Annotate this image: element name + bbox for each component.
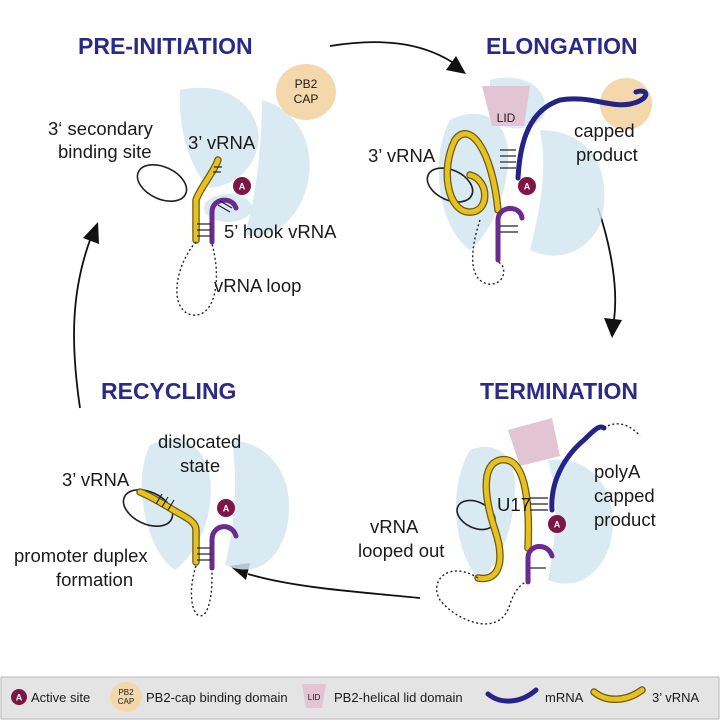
mrna-strand [549, 424, 607, 513]
active-site-marker [233, 177, 251, 195]
arrow-recycling-to-pre [73, 239, 91, 409]
mrna-polya-tail [603, 423, 641, 437]
mrna-strand [515, 88, 649, 181]
vrna-loop [472, 219, 505, 285]
legend-active-site-icon [11, 689, 27, 705]
legend: A Active site PB2 CAP PB2-cap binding do… [0, 676, 720, 720]
vrna-loop [435, 570, 527, 625]
stage-title-termination: TERMINATION [480, 378, 638, 404]
vrna5-hook [209, 524, 239, 571]
legend-mrna-icon [485, 687, 539, 704]
base-pair [167, 499, 175, 511]
label-dislocated-line1: dislocated [158, 431, 241, 452]
vrna3-strand [193, 157, 221, 243]
base-pairs [197, 166, 233, 237]
legend-active-site-letter: A [16, 693, 23, 703]
legend-lid-domain-label: PB2-helical lid domain [334, 690, 463, 705]
label-polya-line1: polyA [594, 461, 641, 482]
base-pair [161, 496, 169, 508]
vrna-loop [176, 241, 218, 316]
label-duplex-line2: formation [56, 569, 133, 590]
legend-lid-icon [302, 684, 326, 708]
vrna3-strand [475, 457, 531, 581]
active-site-letter: A [239, 182, 246, 192]
polymerase-lobe-left [438, 113, 509, 250]
label-vrna-loop: vRNA loop [214, 275, 301, 296]
label-cap: CAP [294, 92, 319, 106]
vrna5-hook [495, 206, 525, 263]
vrna3-strand [444, 131, 501, 215]
base-pairs [500, 149, 518, 233]
label-polya-line3: product [594, 509, 656, 530]
label-looped-line1: vRNA [370, 516, 419, 537]
termination-panel: A U17 polyA capped product vRNA looped o… [358, 418, 656, 625]
active-site-letter: A [223, 504, 230, 514]
polymerase-lobe-left [179, 87, 259, 188]
polymerase-lobe-right [548, 459, 613, 584]
vrna5-hook [525, 544, 555, 585]
label-vrna3: 3’ vRNA [188, 132, 256, 153]
pre-initiation-panel: A 3‘ secondary binding site 3’ vRNA PB2 … [48, 64, 337, 316]
arrow-elongation-to-termination [597, 207, 617, 321]
stage-title-recycling: RECYCLING [101, 378, 236, 404]
base-pair [217, 204, 231, 213]
secondary-binding-site [136, 164, 188, 202]
secondary-binding-site [122, 489, 174, 527]
label-secondary-site-line2: binding site [58, 141, 152, 162]
active-site-marker [548, 515, 566, 533]
polymerase-lobe-right [245, 100, 310, 236]
active-site-marker [518, 177, 536, 195]
label-secondary-site-line1: 3‘ secondary [48, 118, 154, 139]
pb2-lid-domain [508, 418, 560, 466]
label-vrna3: 3’ vRNA [368, 145, 436, 166]
label-dislocated-line2: state [180, 455, 220, 476]
elongation-panel: A LID 3’ vRNA capped product [368, 77, 652, 285]
legend-mrna-label: mRNA [545, 690, 584, 705]
pb2-lid-domain [482, 86, 530, 126]
legend-vrna3-label: 3’ vRNA [652, 690, 700, 705]
arrow-pre-to-elongation [329, 41, 453, 63]
legend-vrna3-icon [591, 687, 645, 702]
label-duplex-line1: promoter duplex [14, 545, 148, 566]
secondary-binding-site [426, 167, 474, 203]
polymerase-lobe-right [530, 130, 605, 256]
recycling-panel: A dislocated state 3’ vRNA promoter dupl… [14, 431, 290, 617]
arrowhead-pre-to-elongation [446, 56, 466, 74]
stage-title-elongation: ELONGATION [486, 33, 638, 59]
label-capped-line2: product [576, 144, 638, 165]
active-site-marker [217, 499, 235, 517]
label-vrna3: 3’ vRNA [62, 469, 130, 490]
label-u17: U17 [497, 494, 531, 515]
label-5-hook-vrna: 5’ hook vRNA [224, 221, 337, 242]
legend-cap-domain-label: PB2-cap binding domain [146, 690, 288, 705]
base-pair [155, 493, 163, 505]
base-pairs [155, 493, 211, 561]
arrowhead-recycling-to-pre [83, 222, 99, 244]
vrna-loop [190, 565, 213, 617]
active-site-letter: A [524, 182, 531, 192]
base-pair [219, 200, 233, 209]
label-polya-line2: capped [594, 485, 655, 506]
legend-lid-icon-text: LID [308, 693, 321, 702]
legend-cap-icon [110, 682, 142, 712]
arrowhead-elongation-to-termination [604, 318, 622, 338]
legend-active-site-label: Active site [31, 690, 90, 705]
stage-title-pre-initiation: PRE-INITIATION [78, 33, 253, 59]
label-pb2: PB2 [295, 77, 318, 91]
pb2-cap-domain [276, 64, 336, 120]
vrna3-strand [137, 489, 199, 565]
active-site-letter: A [554, 520, 561, 530]
arrow-termination-to-recycling [247, 573, 421, 599]
polymerase-lobe-right [225, 440, 290, 570]
label-lid: LID [497, 111, 516, 125]
legend-cap-icon-line1: PB2 [118, 688, 134, 697]
legend-cap-icon-line2: CAP [118, 697, 134, 706]
base-pairs [530, 497, 548, 569]
label-capped-line1: capped [574, 120, 635, 141]
label-looped-line2: looped out [358, 540, 444, 561]
